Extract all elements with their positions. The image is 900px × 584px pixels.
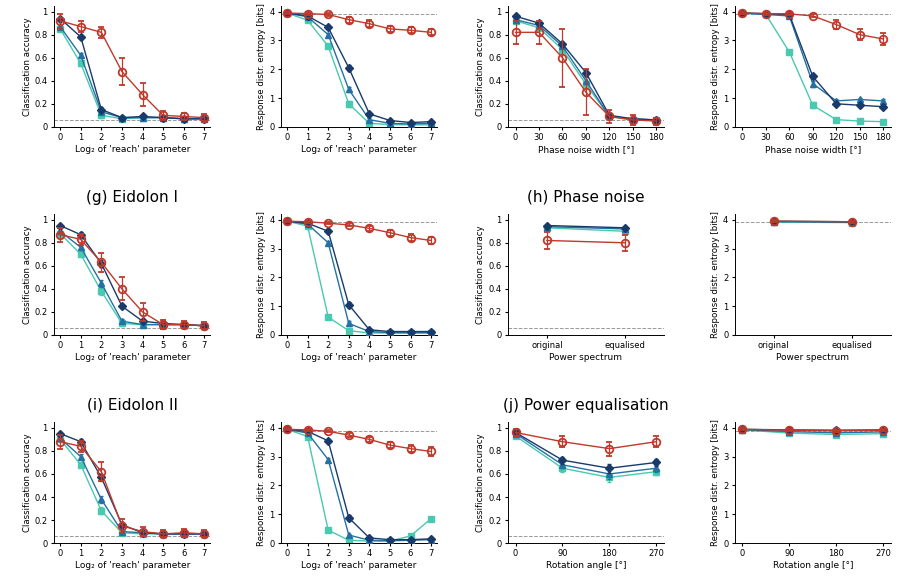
Text: (g) Eidolon I: (g) Eidolon I	[86, 190, 178, 205]
Text: (j) Power equalisation: (j) Power equalisation	[503, 398, 669, 413]
X-axis label: Log₂ of 'reach' parameter: Log₂ of 'reach' parameter	[302, 353, 417, 362]
Y-axis label: Classification accuracy: Classification accuracy	[22, 225, 32, 324]
Y-axis label: Response distr. entropy [bits]: Response distr. entropy [bits]	[711, 3, 720, 130]
X-axis label: Log₂ of 'reach' parameter: Log₂ of 'reach' parameter	[75, 353, 190, 362]
Text: (i) Eidolon II: (i) Eidolon II	[86, 398, 177, 413]
Y-axis label: Response distr. entropy [bits]: Response distr. entropy [bits]	[711, 419, 720, 546]
X-axis label: Power spectrum: Power spectrum	[549, 353, 623, 362]
Y-axis label: Response distr. entropy [bits]: Response distr. entropy [bits]	[257, 419, 266, 546]
Y-axis label: Response distr. entropy [bits]: Response distr. entropy [bits]	[711, 211, 720, 338]
X-axis label: Phase noise width [°]: Phase noise width [°]	[538, 145, 634, 154]
X-axis label: Log₂ of 'reach' parameter: Log₂ of 'reach' parameter	[302, 561, 417, 570]
X-axis label: Log₂ of 'reach' parameter: Log₂ of 'reach' parameter	[302, 145, 417, 154]
Y-axis label: Classification accuracy: Classification accuracy	[476, 17, 485, 116]
Y-axis label: Response distr. entropy [bits]: Response distr. entropy [bits]	[257, 3, 266, 130]
Y-axis label: Classification accuracy: Classification accuracy	[476, 433, 485, 532]
X-axis label: Rotation angle [°]: Rotation angle [°]	[772, 561, 853, 570]
Y-axis label: Classification accuracy: Classification accuracy	[22, 17, 32, 116]
Text: (h) Phase noise: (h) Phase noise	[527, 190, 644, 205]
Y-axis label: Response distr. entropy [bits]: Response distr. entropy [bits]	[257, 211, 266, 338]
X-axis label: Log₂ of 'reach' parameter: Log₂ of 'reach' parameter	[75, 561, 190, 570]
Y-axis label: Classification accuracy: Classification accuracy	[476, 225, 485, 324]
Y-axis label: Classification accuracy: Classification accuracy	[22, 433, 32, 532]
X-axis label: Log₂ of 'reach' parameter: Log₂ of 'reach' parameter	[75, 145, 190, 154]
X-axis label: Rotation angle [°]: Rotation angle [°]	[545, 561, 626, 570]
X-axis label: Phase noise width [°]: Phase noise width [°]	[765, 145, 861, 154]
X-axis label: Power spectrum: Power spectrum	[777, 353, 850, 362]
